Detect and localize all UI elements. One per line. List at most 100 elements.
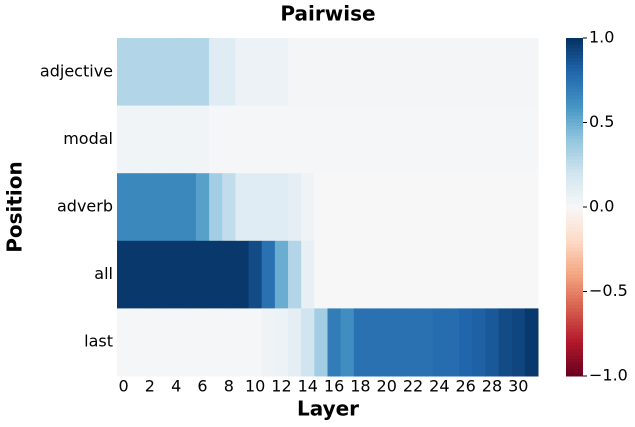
heatmap-cell xyxy=(498,173,513,242)
heatmap-cell xyxy=(314,105,328,174)
heatmap-cell xyxy=(143,38,157,107)
colorbar-segment xyxy=(566,325,583,330)
heatmap-cell xyxy=(366,38,381,107)
colorbar-segment xyxy=(566,125,583,130)
heatmap-cell xyxy=(261,105,276,174)
colorbar-segment xyxy=(566,196,583,201)
colorbar-segment xyxy=(566,119,583,123)
colorbar-segment xyxy=(566,78,583,83)
heatmap-cell xyxy=(222,173,236,242)
heatmap-cell xyxy=(274,308,289,377)
colorbar-tick-label: −0.5 xyxy=(589,281,628,300)
heatmap-cell xyxy=(235,240,250,309)
heatmap-cell xyxy=(353,38,368,107)
heatmap-cell xyxy=(353,105,368,174)
heatmap-cell xyxy=(472,105,486,174)
heatmap-cell xyxy=(327,173,342,242)
heatmap-cell xyxy=(393,308,407,377)
heatmap-cell xyxy=(130,105,144,174)
heatmap-cell xyxy=(117,308,131,377)
heatmap-cell xyxy=(511,105,526,174)
heatmap-cell xyxy=(169,173,184,242)
heatmap-cell xyxy=(485,38,500,107)
colorbar-segment xyxy=(566,250,583,255)
heatmap-cell xyxy=(130,308,144,377)
x-tick-label: 26 xyxy=(455,377,475,396)
heatmap-cell xyxy=(182,105,197,174)
heatmap-cell xyxy=(406,105,421,174)
heatmap-cell xyxy=(393,105,407,174)
heatmap-cell xyxy=(248,105,263,174)
heatmap-cell xyxy=(209,105,223,174)
heatmap-cell xyxy=(459,105,473,174)
heatmap-cell xyxy=(511,308,526,377)
heatmap-cell xyxy=(511,173,526,242)
heatmap-cell xyxy=(248,38,263,107)
heatmap-cell xyxy=(393,38,407,107)
heatmap-cell xyxy=(248,308,263,377)
heatmap-cell xyxy=(406,173,421,242)
colorbar-segment xyxy=(566,58,583,63)
heatmap-cell xyxy=(419,173,434,242)
heatmap-cell xyxy=(498,105,513,174)
heatmap-cell xyxy=(485,173,500,242)
heatmap-cell xyxy=(117,173,131,242)
colorbar-segment xyxy=(566,102,583,107)
heatmap-cell xyxy=(130,38,144,107)
colorbar-segment xyxy=(566,261,583,265)
colorbar-segment xyxy=(566,321,583,326)
colorbar-segment xyxy=(566,173,583,178)
heatmap-cell xyxy=(445,38,460,107)
colorbar-segment xyxy=(566,129,583,134)
colorbar-segment xyxy=(566,179,583,184)
colorbar-segment xyxy=(566,115,583,120)
colorbar-tick-label: 0.0 xyxy=(589,197,614,216)
heatmap-cell xyxy=(472,308,486,377)
heatmap-cell xyxy=(143,308,157,377)
colorbar-tick-label: −1.0 xyxy=(589,366,628,385)
heatmap-cell xyxy=(248,240,263,309)
x-tick-label: 14 xyxy=(298,377,318,396)
heatmap-cell xyxy=(261,240,276,309)
heatmap-cell xyxy=(432,240,447,309)
colorbar-segment xyxy=(566,159,583,164)
colorbar-segment xyxy=(566,277,583,282)
heatmap-cell xyxy=(130,173,144,242)
y-tick-label: adjective xyxy=(40,61,113,80)
heatmap-cell xyxy=(143,105,157,174)
colorbar-segment xyxy=(566,301,583,306)
y-tick-label: last xyxy=(84,332,113,351)
heatmap-cell xyxy=(432,38,447,107)
colorbar-segment xyxy=(566,264,583,269)
heatmap-cell xyxy=(472,38,486,107)
colorbar-segment xyxy=(566,240,583,245)
heatmap-cell xyxy=(340,38,355,107)
heatmap-cell xyxy=(380,38,394,107)
colorbar-segment xyxy=(566,61,583,66)
colorbar-segment xyxy=(566,38,583,42)
heatmap-cell xyxy=(274,173,289,242)
colorbar-segment xyxy=(566,149,583,154)
colorbar-segment xyxy=(566,369,583,374)
heatmap-cell xyxy=(314,240,328,309)
colorbar-segment xyxy=(566,332,583,336)
x-tick-label: 0 xyxy=(118,377,128,396)
heatmap-cell xyxy=(524,105,539,174)
colorbar-segment xyxy=(566,291,583,296)
heatmap-cell xyxy=(314,38,328,107)
heatmap-cell xyxy=(314,308,328,377)
heatmap-cell xyxy=(222,105,236,174)
heatmap-cell xyxy=(143,240,157,309)
colorbar-segment xyxy=(566,365,583,370)
heatmap-cell xyxy=(366,308,381,377)
colorbar-segment xyxy=(566,227,583,232)
colorbar-segment xyxy=(566,112,583,117)
heatmap-cell xyxy=(472,240,486,309)
colorbar-segment xyxy=(566,328,583,333)
heatmap-cell xyxy=(222,308,236,377)
colorbar-segment xyxy=(566,92,583,96)
heatmap-cell xyxy=(353,308,368,377)
heatmap-cell xyxy=(288,38,302,107)
heatmap-cell xyxy=(235,38,250,107)
colorbar-segment xyxy=(566,176,583,181)
